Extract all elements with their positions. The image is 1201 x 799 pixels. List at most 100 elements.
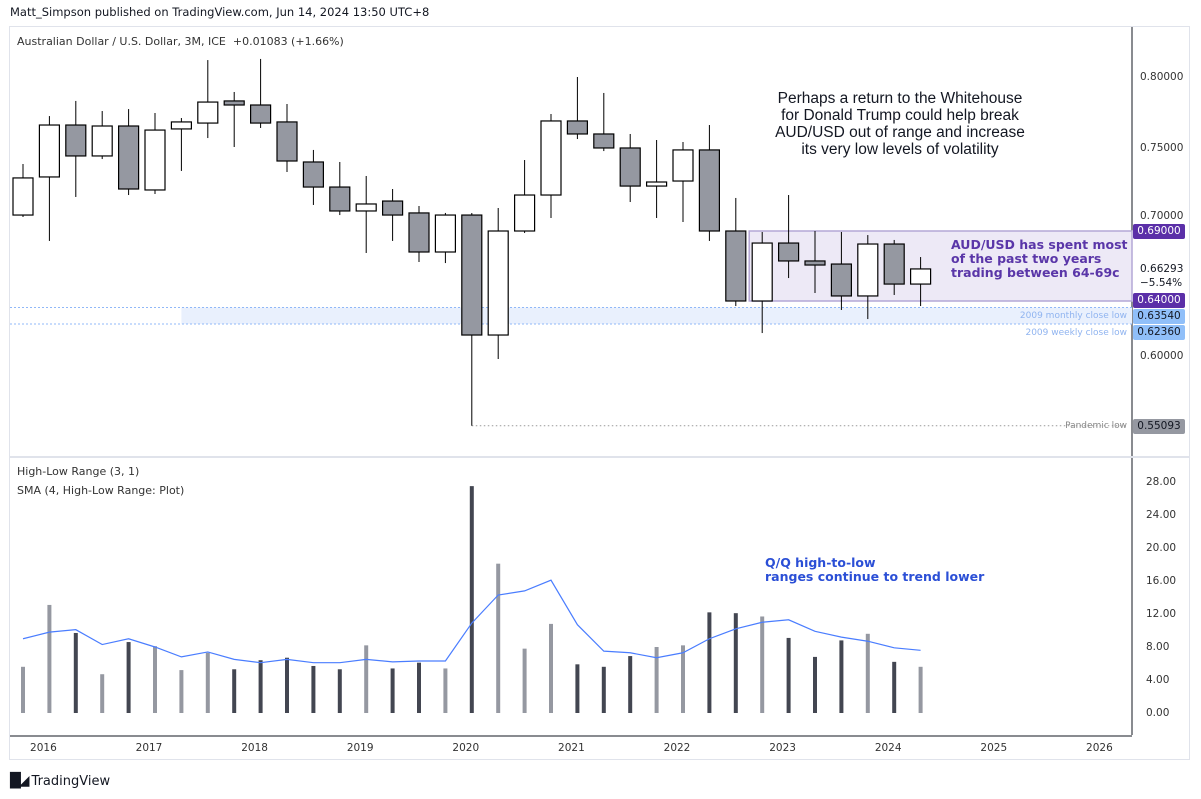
range-bar (311, 665, 316, 713)
price-tick: 0.70000 (1140, 210, 1184, 222)
tradingview-logo[interactable]: █◢ TradingView (10, 773, 110, 789)
time-tick: 2016 (30, 742, 57, 754)
range-bar (918, 666, 923, 713)
time-tick: 2023 (769, 742, 796, 754)
indicator-tick: 20.00 (1146, 542, 1177, 554)
range-bottom-tag: 0.64000 (1133, 293, 1185, 308)
candle-body (883, 243, 905, 285)
range-bar (839, 640, 844, 713)
range-bar (47, 604, 52, 713)
symbol-change: +0.01083 (+1.66%) (232, 35, 344, 48)
2009-close-zone (181, 307, 1132, 324)
monthly-low-label: 2009 monthly close low (1019, 311, 1127, 321)
monthly-low-tag: 0.63540 (1133, 309, 1185, 324)
time-tick: 2017 (135, 742, 163, 754)
range-bar (601, 666, 606, 713)
annotation-line: Perhaps a return to the Whitehouse (777, 90, 1023, 107)
range-bar (496, 563, 501, 713)
indicator-tick: 8.00 (1146, 641, 1170, 653)
range-bar (100, 674, 105, 713)
candle-body (487, 230, 509, 336)
indicator-tick: 28.00 (1146, 476, 1177, 488)
candle-body (170, 121, 192, 130)
candle-body (593, 133, 615, 149)
candle-body (566, 120, 589, 135)
range-bar (232, 669, 237, 713)
pandemic-low-label: Pandemic low (1065, 421, 1127, 431)
range-bar (179, 670, 184, 713)
candle-body (197, 101, 219, 124)
candle-body (619, 147, 641, 187)
time-tick: 2026 (1086, 742, 1113, 754)
range-annotation: AUD/USD has spent most of the past two y… (951, 238, 1128, 280)
candle-body (65, 124, 87, 157)
candle-body (540, 120, 562, 196)
range-bar (153, 646, 157, 713)
candle-body (857, 243, 879, 297)
indicator-tick: 4.00 (1146, 674, 1170, 686)
tradingview-logo-icon: █◢ (10, 773, 29, 789)
candle-body (672, 149, 694, 182)
indicator-tick: 12.00 (1146, 608, 1177, 620)
range-bar (73, 632, 78, 713)
range-bar (469, 486, 474, 713)
candle-body (909, 268, 932, 285)
candle-body (698, 149, 721, 232)
range-bar (654, 647, 659, 713)
annotation-line: Q/Q high-to-low (765, 555, 876, 570)
symbol-legend[interactable]: Australian Dollar / U.S. Dollar, 3M, ICE… (17, 35, 344, 48)
range-bar (892, 661, 897, 713)
annotation-line: of the past two years (951, 251, 1102, 266)
trump-annotation: Perhaps a return to the Whitehouse for D… (760, 90, 1040, 158)
range-bar (443, 668, 448, 713)
range-bar (865, 633, 870, 713)
annotation-line: AUD/USD has spent most (951, 237, 1128, 252)
indicator-tick: 0.00 (1146, 707, 1170, 719)
candle-body (777, 242, 800, 262)
range-bar (364, 645, 369, 713)
range-bar (258, 660, 263, 713)
range-bar (390, 668, 395, 713)
logo-text: TradingView (31, 773, 111, 789)
time-tick: 2020 (452, 742, 480, 754)
price-tick: 0.60000 (1140, 350, 1184, 362)
range-bar (205, 652, 210, 713)
annotation-line: AUD/USD out of range and increase (775, 124, 1025, 141)
range-bar (549, 623, 553, 713)
candle-body (461, 214, 483, 336)
range-box (748, 230, 1133, 302)
range-bar (337, 669, 342, 713)
candle-body (91, 125, 113, 157)
candle-body (302, 161, 324, 188)
range-bar (707, 612, 712, 713)
symbol-title: Australian Dollar / U.S. Dollar, 3M, ICE (17, 35, 226, 48)
range-bar (285, 657, 289, 713)
range-bar (417, 662, 421, 713)
range-bar (681, 645, 685, 713)
candle-body (329, 186, 351, 212)
candle-body (355, 203, 377, 212)
indicator-tick: 24.00 (1146, 509, 1177, 521)
time-tick: 2021 (558, 742, 585, 754)
time-tick: 2019 (346, 742, 374, 754)
candle-body (276, 121, 298, 162)
candle-body (38, 124, 61, 178)
weekly-low-tag: 0.62360 (1133, 325, 1185, 340)
price-tick: 0.75000 (1140, 142, 1184, 154)
candle-body (513, 194, 536, 232)
indicator-legend-hl[interactable]: High-Low Range (3, 1) (17, 465, 140, 478)
candle-body (250, 104, 272, 124)
annotation-line: ranges continue to trend lower (765, 569, 985, 584)
range-bar (813, 656, 817, 713)
price-tick: 0.80000 (1140, 71, 1184, 83)
range-bar (126, 642, 131, 713)
indicator-legend-sma[interactable]: SMA (4, High-Low Range: Plot) (17, 484, 185, 497)
candle-body (830, 263, 853, 297)
candle-body (408, 212, 430, 253)
chart-frame (9, 26, 1190, 760)
range-top-tag: 0.69000 (1133, 224, 1185, 239)
candle-body (12, 177, 34, 216)
range-bar (786, 637, 791, 713)
candle-body (434, 214, 456, 253)
